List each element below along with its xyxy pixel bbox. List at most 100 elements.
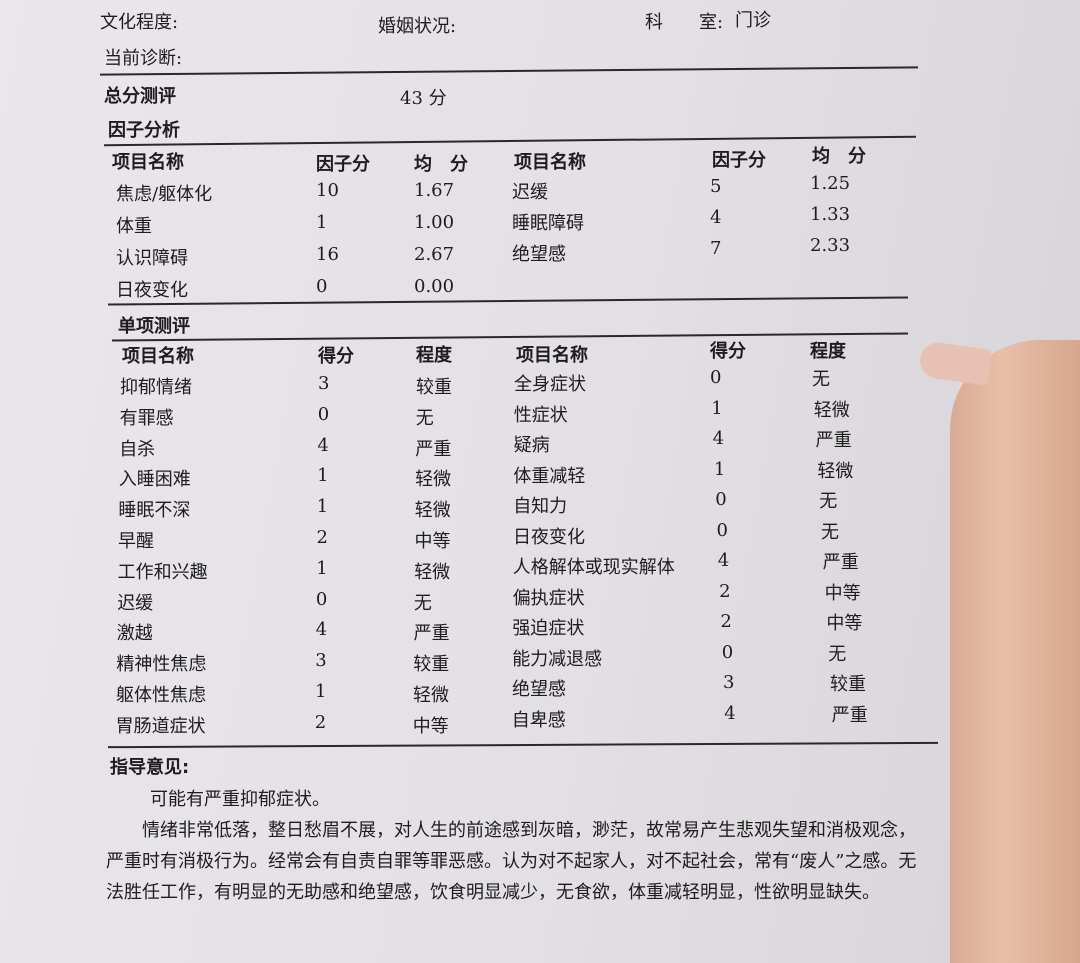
- factor-name: 认识障碍: [116, 248, 188, 269]
- single-item-name: 体重减轻: [513, 465, 586, 487]
- single-item-name: 入睡困难: [118, 469, 191, 491]
- factor-score: 4: [710, 207, 722, 228]
- single-item-degree: 无: [415, 407, 434, 429]
- single-title: 单项测评: [118, 316, 190, 337]
- total-value: 43 分: [400, 88, 447, 109]
- single-item-degree: 严重: [415, 438, 452, 460]
- factor-header-name: 项目名称: [514, 152, 586, 173]
- factor-avg: 2.33: [810, 235, 851, 256]
- single-item-score: 0: [715, 489, 727, 510]
- divider: [108, 741, 938, 749]
- guidance-summary: 可能有严重抑郁症状。: [150, 789, 330, 810]
- factor-name: 迟缓: [512, 182, 548, 203]
- guidance-detail: 情绪非常低落，整日愁眉不展，对人生的前途感到灰暗，渺茫，故常易产生悲观失望和消极…: [106, 820, 917, 903]
- factor-score: 10: [316, 180, 339, 201]
- education-label: 文化程度:: [100, 12, 179, 33]
- factor-avg: 0.00: [414, 276, 455, 297]
- single-header-degree: 程度: [416, 345, 452, 366]
- single-item-score: 4: [315, 619, 328, 641]
- single-item-name: 人格解体或现实解体: [512, 557, 675, 578]
- single-item-name: 偏执症状: [512, 587, 585, 609]
- factor-header-score: 因子分: [712, 150, 766, 171]
- single-item-score: 4: [717, 550, 730, 571]
- single-item-degree: 轻微: [414, 500, 451, 522]
- factor-avg: 2.67: [414, 244, 455, 265]
- single-item-score: 2: [719, 580, 731, 602]
- thumbnail: [917, 340, 993, 386]
- factor-header-avg: 均 分: [414, 154, 468, 175]
- single-item-degree: 较重: [413, 654, 450, 676]
- single-item-score: 1: [316, 557, 328, 579]
- single-header-score: 得分: [710, 341, 746, 362]
- single-item-score: 1: [316, 496, 329, 518]
- single-item-score: 3: [315, 650, 327, 672]
- single-item-name: 自卑感: [511, 709, 566, 731]
- factor-avg: 1.25: [810, 173, 851, 194]
- factor-name: 体重: [116, 216, 152, 237]
- factor-header-score: 因子分: [316, 154, 370, 175]
- single-item-name: 全身症状: [514, 374, 586, 395]
- single-item-degree: 中等: [412, 715, 449, 737]
- factor-name: 睡眠障碍: [512, 213, 584, 234]
- single-item-degree: 较重: [830, 674, 866, 695]
- factor-avg: 1.33: [810, 204, 851, 225]
- single-item-degree: 较重: [416, 377, 452, 398]
- factor-name: 焦虑/躯体化: [116, 184, 213, 205]
- department-label: 科 室:: [645, 12, 724, 33]
- single-item-degree: 无: [819, 491, 838, 512]
- single-item-name: 性症状: [513, 404, 568, 426]
- single-item-degree: 无: [821, 521, 839, 543]
- single-item-score: 1: [711, 397, 723, 419]
- single-item-score: 4: [724, 702, 736, 724]
- single-item-name: 抑郁情绪: [120, 377, 192, 398]
- single-item-name: 躯体性焦虑: [116, 685, 206, 706]
- single-item-name: 自杀: [119, 438, 156, 460]
- single-item-degree: 无: [812, 369, 830, 390]
- single-item-name: 绝望感: [512, 679, 566, 700]
- single-item-name: 工作和兴趣: [117, 561, 208, 583]
- factor-score: 16: [316, 244, 339, 265]
- single-item-degree: 轻微: [413, 685, 449, 706]
- single-item-score: 1: [713, 458, 726, 480]
- single-item-degree: 轻微: [817, 460, 854, 482]
- guidance-title: 指导意见:: [110, 757, 190, 778]
- diagnosis-label: 当前诊断:: [104, 48, 183, 69]
- factor-name: 日夜变化: [116, 280, 188, 301]
- factor-avg: 1.00: [414, 212, 455, 233]
- single-item-name: 自知力: [513, 496, 568, 517]
- single-header-degree: 程度: [810, 341, 846, 362]
- factor-name: 绝望感: [512, 244, 566, 265]
- divider: [112, 332, 908, 342]
- marital-label: 婚姻状况:: [378, 16, 457, 37]
- single-item-name: 胃肠道症状: [115, 715, 206, 737]
- divider: [104, 135, 916, 147]
- single-item-degree: 严重: [822, 552, 859, 573]
- single-item-degree: 轻微: [415, 469, 452, 491]
- single-item-degree: 轻微: [414, 561, 451, 583]
- single-item-degree: 中等: [414, 531, 451, 552]
- single-item-score: 0: [716, 519, 728, 541]
- factor-avg: 1.67: [414, 180, 455, 201]
- single-item-degree: 严重: [815, 430, 852, 451]
- factor-title: 因子分析: [108, 120, 180, 141]
- single-item-score: 0: [710, 367, 722, 388]
- factor-score: 5: [710, 176, 722, 197]
- divider: [108, 296, 908, 306]
- single-item-score: 0: [315, 588, 328, 610]
- single-item-degree: 中等: [824, 582, 861, 604]
- department-value: 门诊: [735, 10, 771, 31]
- single-item-score: 4: [317, 434, 329, 456]
- factor-header-name: 项目名称: [112, 152, 184, 173]
- single-item-score: 3: [318, 373, 330, 394]
- single-item-name: 激越: [116, 623, 153, 645]
- single-item-name: 疑病: [513, 435, 550, 456]
- single-item-score: 4: [712, 428, 725, 449]
- single-item-name: 日夜变化: [513, 526, 585, 548]
- single-item-name: 有罪感: [119, 407, 174, 429]
- single-item-name: 精神性焦虑: [116, 654, 207, 676]
- factor-score: 7: [710, 238, 722, 259]
- divider: [100, 66, 918, 76]
- single-item-degree: 无: [828, 643, 847, 665]
- factor-score: 1: [316, 212, 328, 233]
